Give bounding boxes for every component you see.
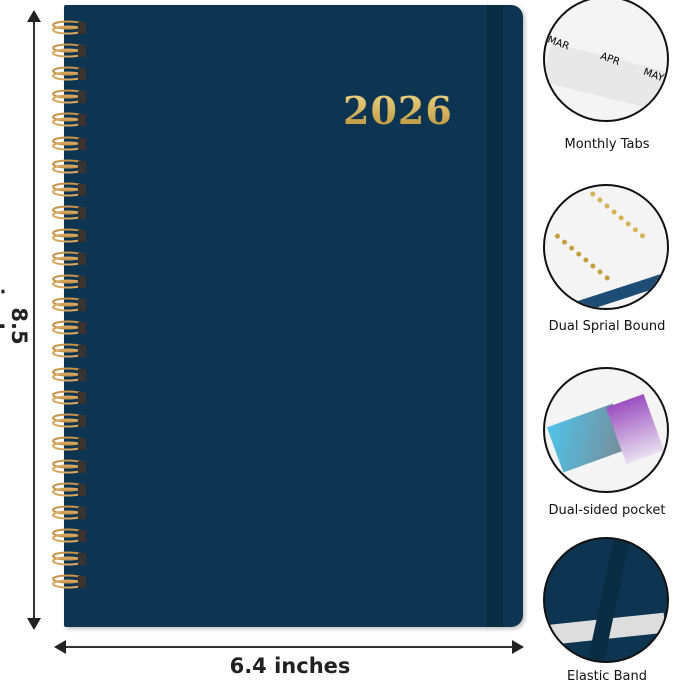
spiral-ring (50, 459, 88, 475)
arrow-down-icon (27, 618, 41, 630)
spiral-ring (50, 551, 88, 567)
spiral-ring (50, 228, 88, 244)
spiral-ring (50, 274, 88, 290)
feature-pocket-image (543, 367, 669, 493)
feature-label: Dual-sided pocket (548, 503, 666, 518)
elastic-band (485, 5, 503, 627)
feature-label: Dual Sprial Bound (548, 319, 666, 334)
arrow-left-icon (54, 640, 66, 654)
spiral-ring (50, 66, 88, 82)
spiral-ring (50, 320, 88, 336)
spiral-ring (50, 205, 88, 221)
spiral-ring (50, 182, 88, 198)
spiral-ring (50, 251, 88, 267)
feature-monthly-tabs-image: MAR APR MAY (543, 0, 669, 122)
spiral-ring (50, 574, 88, 590)
feature-label: Monthly Tabs (564, 137, 650, 152)
spiral-ring (50, 43, 88, 59)
arrow-right-icon (512, 640, 524, 654)
planner-cover (64, 5, 523, 627)
spiral-ring (50, 482, 88, 498)
spiral-ring (50, 390, 88, 406)
spiral-ring (50, 112, 88, 128)
spiral-ring (50, 413, 88, 429)
spiral-ring (50, 20, 88, 36)
height-label: 8.5 inches (0, 287, 31, 365)
spiral-ring (50, 436, 88, 452)
spiral-ring (50, 297, 88, 313)
spiral-ring (50, 528, 88, 544)
spiral-ring (50, 343, 88, 359)
spiral-ring (50, 136, 88, 152)
spiral-ring (50, 367, 88, 383)
arrow-up-icon (27, 10, 41, 22)
spiral-ring (50, 505, 88, 521)
spiral-ring (50, 159, 88, 175)
feature-spiral-image (543, 184, 669, 310)
spiral-ring (50, 89, 88, 105)
width-label: 6.4 inches (229, 654, 351, 678)
feature-label: Elastic Band (567, 669, 647, 684)
height-dimension-line (33, 18, 35, 624)
width-dimension-line (60, 646, 516, 648)
cover-year: 2026 (343, 88, 453, 133)
feature-elastic-image (543, 537, 669, 663)
